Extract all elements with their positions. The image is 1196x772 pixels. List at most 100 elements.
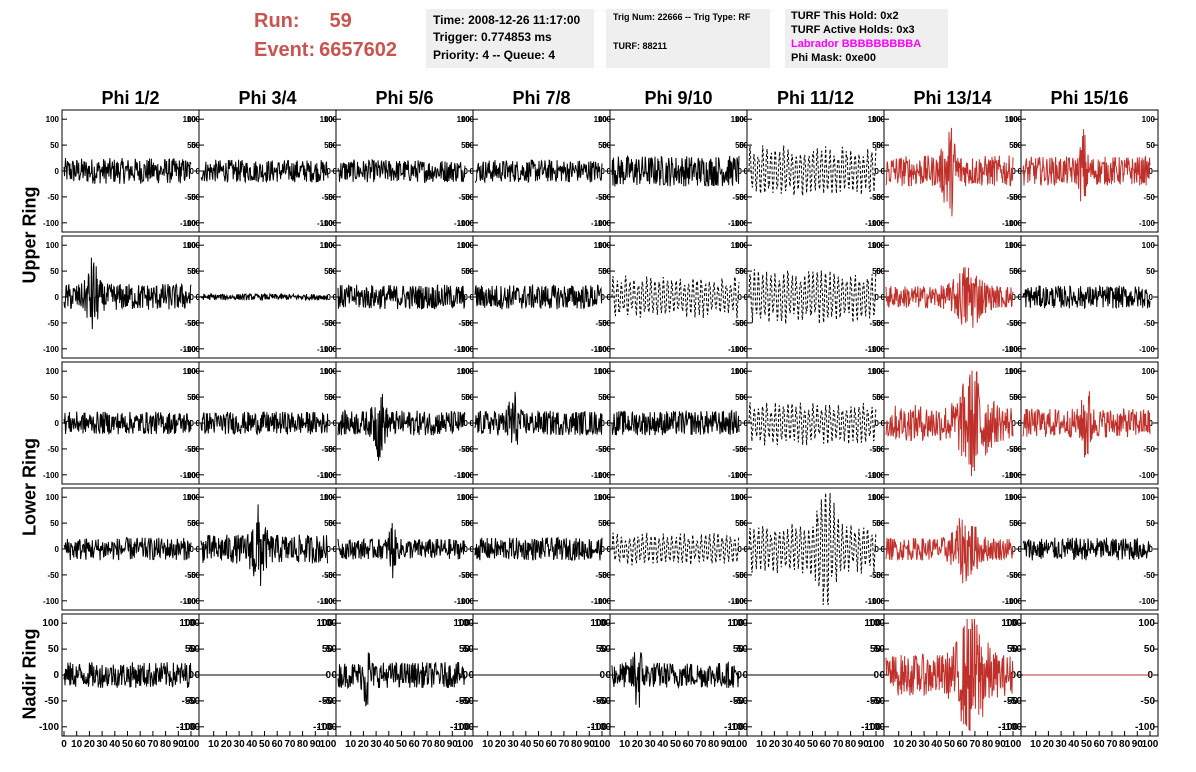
xtick-label: 90 bbox=[447, 739, 459, 750]
ytick-label: -100 bbox=[591, 722, 611, 733]
ytick-label: 50 bbox=[876, 267, 885, 276]
panel-r4-c6-ytick-label-neg100: -100 bbox=[865, 597, 882, 606]
panel-r5-c2-ytick-label-neg50: -50 bbox=[319, 696, 334, 707]
ytick-label: 100 bbox=[731, 618, 748, 629]
panel-r2-c3-waveform bbox=[337, 284, 466, 310]
xtick-label: 20 bbox=[495, 739, 507, 750]
panel-r2-c6-ytick-label-neg100: -100 bbox=[865, 345, 882, 354]
panel-r2-c6-ytick-label-neg50: -50 bbox=[869, 319, 881, 328]
ytick-label-left: 100 bbox=[46, 241, 60, 250]
panel-r3-c7-ytick-label-mid: 50 bbox=[1009, 393, 1018, 402]
panel-r1-c4-ytick-label-neg100: -100 bbox=[591, 219, 608, 228]
ytick-label: -100 bbox=[732, 471, 749, 480]
xtick-label: 80 bbox=[297, 739, 309, 750]
panel-r1-c4-ytick-label-top: 100 bbox=[594, 115, 608, 124]
ytick-label: 50 bbox=[328, 267, 337, 276]
ytick-label: -100 bbox=[865, 722, 885, 733]
ytick-label: 100 bbox=[594, 618, 611, 629]
ytick-label: 0 bbox=[605, 670, 611, 681]
ytick-label: 100 bbox=[1009, 367, 1023, 376]
panel-r3-c2-ytick-label-neg100: -100 bbox=[317, 471, 334, 480]
ytick-label: 50 bbox=[465, 267, 474, 276]
panel-r3-c4-ytick-label-zero: 0 bbox=[601, 419, 606, 428]
xtick-label: 60 bbox=[820, 739, 832, 750]
ytick-label: -100 bbox=[184, 597, 201, 606]
panel-r2-c1-ytick-label-mid: 50 bbox=[187, 267, 196, 276]
ytick-label: -100 bbox=[1006, 219, 1023, 228]
panel-r1-c6-ytick-label-zero: 0 bbox=[875, 167, 880, 176]
panel-r3-c7-ytick-label-top: 100 bbox=[1005, 367, 1019, 376]
ytick-label-left: 50 bbox=[48, 644, 60, 655]
panel-r3-c1-waveform bbox=[63, 411, 192, 435]
xtick-label: 100 bbox=[1005, 739, 1022, 750]
ytick-label-left: 100 bbox=[46, 115, 60, 124]
ytick-label: -100 bbox=[595, 219, 612, 228]
panel-r4-c2-ytick-label-neg50: -50 bbox=[321, 571, 333, 580]
ytick-label: 0 bbox=[333, 545, 338, 554]
panel-r5-c5-ytick-label-neg100: -100 bbox=[724, 722, 744, 733]
panel-r4-c4-ytick-label-zero: 0 bbox=[601, 545, 606, 554]
panel-r1-c5-ytick-label-top: 100 bbox=[731, 115, 745, 124]
panel-r4-c2-ytick-label-neg100: -100 bbox=[317, 597, 334, 606]
panel-r3-c8-waveform bbox=[1022, 391, 1151, 458]
panel-r4-c8-ytick-label-neg50: -50 bbox=[1143, 571, 1155, 580]
panel-r3-c3-waveform bbox=[337, 393, 466, 461]
panel-r1-c1-ytick-label-neg50: -50 bbox=[184, 193, 196, 202]
panel-r2-c7-ytick-label-zero: 0 bbox=[1012, 293, 1017, 302]
panel-r3-c6-ytick-label-neg50: -50 bbox=[869, 445, 881, 454]
panel-r2-c5-ytick-label-mid: 50 bbox=[735, 267, 744, 276]
panel-r4-c1-ytick-label-top: 100 bbox=[183, 493, 197, 502]
panel-r3-c5-ytick-label-mid: 50 bbox=[735, 393, 744, 402]
ytick-label: 100 bbox=[872, 241, 886, 250]
panel-r3-c8-ytick-label-top: 100 bbox=[1142, 367, 1156, 376]
panel-r3-c4-ytick-label-top: 100 bbox=[594, 367, 608, 376]
ytick-label: -50 bbox=[1008, 696, 1023, 707]
ytick-label: -50 bbox=[599, 319, 611, 328]
ytick-label: -100 bbox=[732, 219, 749, 228]
xtick-label: 30 bbox=[919, 739, 931, 750]
panel-r2-c8-ytick-label-neg50: -50 bbox=[1143, 319, 1155, 328]
ytick-label: 0 bbox=[1018, 293, 1023, 302]
ytick-label: -50 bbox=[873, 571, 885, 580]
xtick-label: 10 bbox=[619, 739, 631, 750]
ytick-label: 0 bbox=[470, 419, 475, 428]
ytick-label: 100 bbox=[735, 367, 749, 376]
panel-r3-c1-ytick-label-neg100: -100 bbox=[180, 471, 197, 480]
ytick-label-left: 50 bbox=[50, 267, 59, 276]
panel-r1-c7-ytick-label-top: 100 bbox=[1005, 115, 1019, 124]
ytick-label: -100 bbox=[180, 722, 200, 733]
xtick-label: 70 bbox=[695, 739, 707, 750]
xtick-label: 20 bbox=[221, 739, 233, 750]
xtick-label: 60 bbox=[683, 739, 695, 750]
panel-r3-c1-ytick-label-neg50: -50 bbox=[184, 445, 196, 454]
ytick-label-left: -50 bbox=[47, 571, 59, 580]
xtick-label: 60 bbox=[409, 739, 421, 750]
ytick-label: 100 bbox=[324, 493, 338, 502]
panel-r2-c6-frame bbox=[746, 235, 885, 359]
panel-r3-c3-ytick-label-neg100: -100 bbox=[454, 471, 471, 480]
panel-r5-c5-ytick-label-zero: 0 bbox=[736, 670, 742, 681]
ytick-label: -50 bbox=[736, 445, 748, 454]
ytick-label: 0 bbox=[881, 167, 886, 176]
panel-r3-c5-waveform bbox=[611, 409, 740, 436]
xtick-label: 60 bbox=[957, 739, 969, 750]
panel-r4-c4-ytick-label-mid: 50 bbox=[598, 519, 607, 528]
xtick-label: 10 bbox=[756, 739, 768, 750]
ytick-label: 100 bbox=[324, 367, 338, 376]
panel-r4-c3-ytick-label-neg100: -100 bbox=[454, 597, 471, 606]
ytick-label: -50 bbox=[1010, 193, 1022, 202]
ytick-label: 0 bbox=[744, 419, 749, 428]
panel-r4-c8-ytick-label-zero: 0 bbox=[1149, 545, 1154, 554]
ytick-label: 100 bbox=[872, 115, 886, 124]
ytick-label: 50 bbox=[465, 141, 474, 150]
ytick-label: -50 bbox=[1010, 319, 1022, 328]
ytick-label: 0 bbox=[1018, 167, 1023, 176]
ytick-label-left: 100 bbox=[46, 367, 60, 376]
ytick-label: -100 bbox=[184, 345, 201, 354]
panel-r4-c2-ytick-label-zero: 0 bbox=[327, 545, 332, 554]
panel-r2-c2-ytick-label-mid: 50 bbox=[324, 267, 333, 276]
panel-r5-c7-waveform bbox=[885, 618, 1014, 732]
ytick-label: 50 bbox=[328, 141, 337, 150]
ytick-label: 0 bbox=[470, 545, 475, 554]
panel-r4-c5-ytick-label-neg100: -100 bbox=[728, 597, 745, 606]
